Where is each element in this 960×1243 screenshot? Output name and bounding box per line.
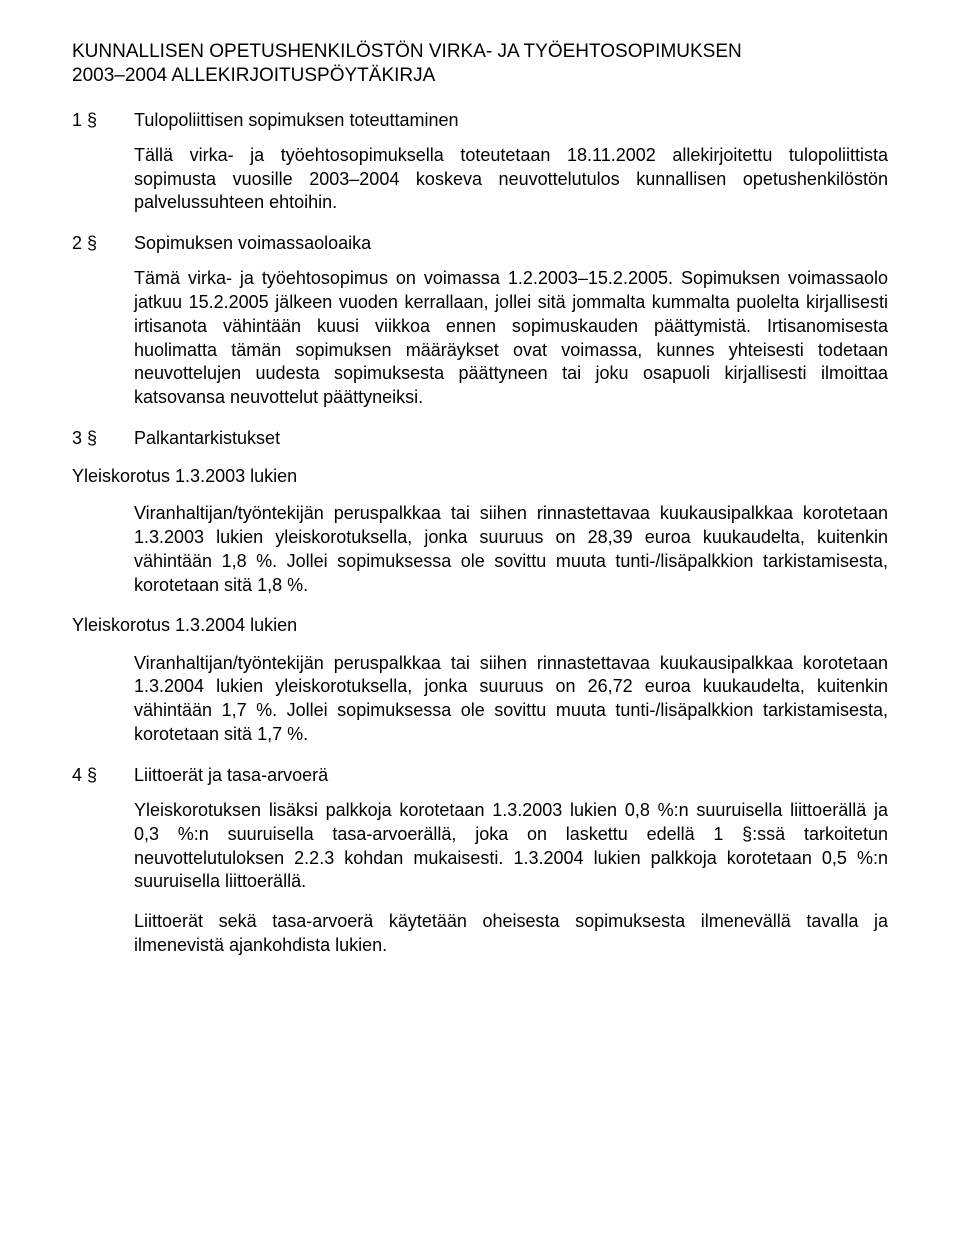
yleiskorotus-2004-para: Viranhaltijan/työntekijän peruspalkkaa t… (134, 652, 888, 747)
section-4-num: 4 § (72, 763, 134, 787)
section-1-para: Tällä virka- ja työehtosopimuksella tote… (134, 144, 888, 215)
section-4-label: Liittoerät ja tasa-arvoerä (134, 763, 888, 787)
section-1: 1 § Tulopoliittisen sopimuksen toteuttam… (72, 108, 888, 216)
section-3: 3 § Palkantarkistukset (72, 426, 888, 450)
document-title: KUNNALLISEN OPETUSHENKILÖSTÖN VIRKA- JA … (72, 40, 888, 88)
section-2-header: 2 § Sopimuksen voimassaoloaika (72, 231, 888, 255)
title-line-2: 2003–2004 ALLEKIRJOITUSPÖYTÄKIRJA (72, 65, 435, 86)
yleiskorotus-2004-header: Yleiskorotus 1.3.2004 lukien (72, 613, 888, 637)
section-3-num: 3 § (72, 426, 134, 450)
section-3-label: Palkantarkistukset (134, 426, 888, 450)
section-2-label: Sopimuksen voimassaoloaika (134, 231, 888, 255)
yleiskorotus-2003-para: Viranhaltijan/työntekijän peruspalkkaa t… (134, 502, 888, 597)
section-4-para-2: Liittoerät sekä tasa-arvoerä käytetään o… (134, 910, 888, 958)
section-4-header: 4 § Liittoerät ja tasa-arvoerä (72, 763, 888, 787)
yleiskorotus-2003-header: Yleiskorotus 1.3.2003 lukien (72, 464, 888, 488)
section-3-header: 3 § Palkantarkistukset (72, 426, 888, 450)
section-4-para-1: Yleiskorotuksen lisäksi palkkoja korotet… (134, 799, 888, 894)
section-1-num: 1 § (72, 108, 134, 132)
section-2: 2 § Sopimuksen voimassaoloaika Tämä virk… (72, 231, 888, 410)
section-2-para: Tämä virka- ja työehtosopimus on voimass… (134, 267, 888, 410)
section-1-header: 1 § Tulopoliittisen sopimuksen toteuttam… (72, 108, 888, 132)
title-line-1: KUNNALLISEN OPETUSHENKILÖSTÖN VIRKA- JA … (72, 41, 742, 62)
section-1-label: Tulopoliittisen sopimuksen toteuttaminen (134, 108, 888, 132)
section-2-num: 2 § (72, 231, 134, 255)
section-4: 4 § Liittoerät ja tasa-arvoerä Yleiskoro… (72, 763, 888, 958)
